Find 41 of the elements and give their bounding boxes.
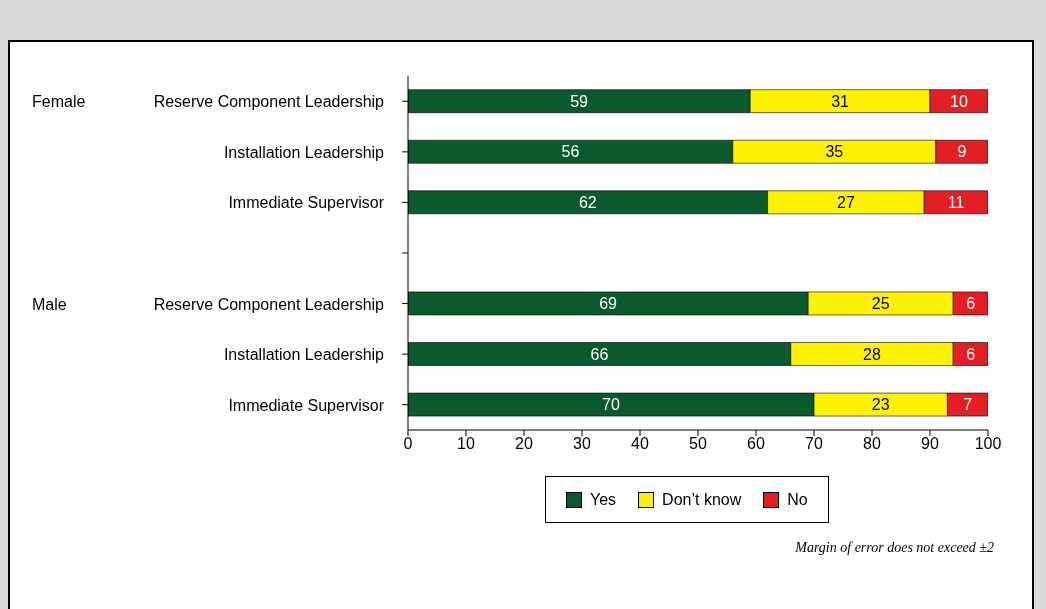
y-tick-label: Installation Leadership — [223, 346, 385, 364]
x-tick-label: 30 — [573, 435, 591, 453]
data-label: 28 — [863, 345, 881, 363]
data-label: 27 — [837, 193, 855, 211]
y-tick-label: Immediate Supervisor — [228, 194, 385, 212]
data-label: 70 — [602, 396, 620, 414]
data-label: 66 — [590, 345, 609, 363]
data-label: 35 — [825, 143, 844, 161]
x-tick-label: 50 — [689, 435, 707, 453]
x-tick-label: 10 — [457, 435, 475, 453]
data-label: 6 — [966, 345, 976, 363]
legend-label: Yes — [590, 490, 617, 509]
x-tick-label: 20 — [515, 435, 533, 453]
y-tick-label: Reserve Component Leadership — [153, 93, 385, 111]
x-tick-label: 90 — [921, 435, 939, 453]
data-label: 6 — [966, 295, 976, 313]
y-tick-label: Reserve Component Leadership — [153, 295, 385, 313]
x-tick-label: 60 — [747, 435, 765, 453]
text: Male — [32, 295, 67, 313]
x-tick-label: 80 — [863, 435, 881, 453]
data-label: 59 — [570, 92, 589, 110]
y-tick-label: Immediate Supervisor — [228, 396, 385, 414]
data-label: 25 — [871, 295, 890, 313]
data-label: 11 — [947, 193, 965, 211]
text: Female — [32, 93, 86, 111]
data-label: 56 — [561, 143, 580, 161]
x-tick-label: 100 — [974, 435, 1002, 453]
text: Margin of error does not exceed ±2 — [795, 540, 994, 556]
y-tick-label: Installation Leadership — [223, 143, 385, 161]
data-label: 31 — [831, 92, 850, 110]
x-tick-label: 40 — [631, 435, 649, 453]
data-label: 7 — [963, 396, 973, 414]
data-label: 10 — [950, 92, 968, 110]
x-tick-label: 0 — [403, 435, 413, 453]
data-label: 9 — [957, 143, 967, 161]
data-label: 62 — [578, 193, 597, 211]
data-label: 69 — [599, 295, 618, 313]
legend-label: Don’t know — [662, 490, 742, 509]
legend-label: No — [787, 490, 808, 509]
data-label: 23 — [871, 396, 890, 414]
x-tick-label: 70 — [805, 435, 823, 453]
